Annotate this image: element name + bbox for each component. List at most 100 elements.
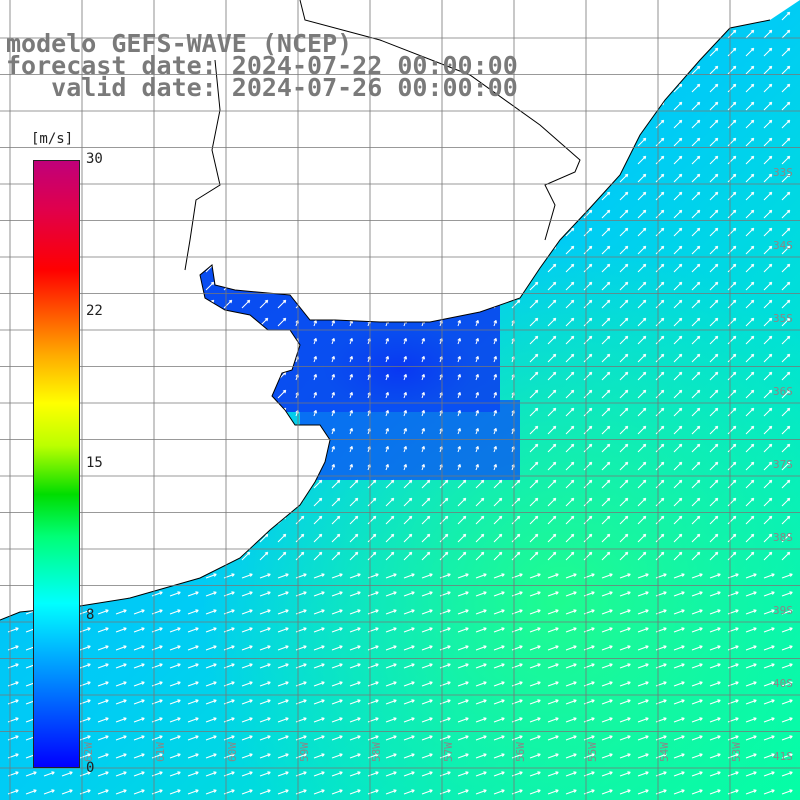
wind-arrow — [529, 353, 539, 363]
wind-arrow — [691, 645, 703, 651]
wind-arrow — [565, 137, 575, 147]
wind-arrow — [493, 11, 503, 21]
wind-arrow — [79, 479, 89, 489]
wind-arrow — [763, 497, 773, 507]
wind-arrow — [619, 209, 629, 219]
wind-arrow — [241, 11, 251, 21]
wind-arrow — [349, 699, 361, 705]
wind-arrow — [331, 645, 343, 651]
wind-arrow — [169, 699, 181, 705]
wind-arrow — [187, 173, 197, 183]
wind-arrow — [403, 573, 415, 579]
wind-arrow — [421, 515, 431, 525]
wind-arrow — [547, 335, 557, 345]
wind-arrow — [313, 11, 323, 21]
wind-arrow — [475, 29, 485, 39]
wind-arrow — [781, 281, 791, 291]
wind-arrow — [475, 373, 479, 381]
wind-arrow — [205, 11, 215, 21]
wind-arrow — [619, 533, 629, 543]
wind-arrow — [637, 645, 649, 651]
lon-label: 54W — [658, 742, 671, 762]
wind-arrow — [79, 573, 91, 579]
wind-arrow — [745, 551, 755, 561]
wind-arrow — [583, 281, 593, 291]
wind-arrow — [727, 461, 737, 471]
wind-arrow — [169, 119, 179, 129]
wind-arrow — [529, 425, 539, 435]
wind-arrow — [565, 245, 575, 255]
wind-arrow — [439, 29, 449, 39]
wind-arrow — [187, 479, 197, 489]
wind-arrow — [403, 753, 415, 759]
wind-arrow — [547, 281, 557, 291]
wind-arrow — [745, 717, 757, 723]
wind-arrow — [637, 11, 647, 21]
wind-arrow — [709, 533, 719, 543]
wind-arrow — [403, 789, 415, 795]
wind-arrow — [79, 533, 89, 543]
wind-arrow — [439, 515, 449, 525]
wind-arrow — [673, 299, 683, 309]
wind-arrow — [691, 299, 701, 309]
wind-arrow — [403, 11, 413, 21]
wind-arrow — [331, 155, 341, 165]
wind-arrow — [187, 735, 199, 741]
wind-arrow — [259, 443, 269, 453]
wind-arrow — [619, 317, 629, 327]
title-model: modelo GEFS-WAVE (NCEP) — [6, 29, 353, 58]
wind-arrow — [745, 753, 757, 759]
wind-arrow — [673, 227, 683, 237]
wind-arrow — [457, 299, 467, 309]
wind-arrow — [691, 591, 703, 597]
wind-arrow — [79, 173, 89, 183]
wind-arrow — [277, 789, 289, 795]
wind-arrow — [781, 11, 791, 21]
wind-arrow — [619, 461, 629, 471]
wind-arrow — [133, 443, 143, 453]
wind-arrow — [727, 407, 737, 417]
wind-arrow — [601, 11, 611, 21]
wind-arrow — [7, 155, 17, 165]
wind-arrow — [493, 29, 503, 39]
wind-arrow — [457, 337, 461, 345]
wind-arrow — [169, 353, 179, 363]
wind-arrow — [133, 789, 145, 795]
wind-arrow — [7, 443, 17, 453]
wind-arrow — [421, 735, 433, 741]
wind-arrow — [529, 479, 539, 489]
wind-arrow — [421, 681, 433, 687]
wind-arrow — [637, 515, 647, 525]
wind-arrow — [511, 173, 521, 183]
wind-arrow — [457, 155, 467, 165]
wind-arrow — [79, 515, 89, 525]
wind-arrow — [79, 101, 89, 111]
wind-arrow — [709, 443, 719, 453]
wind-arrow — [97, 573, 109, 579]
wind-arrow — [637, 479, 647, 489]
wind-arrow — [259, 263, 269, 273]
wind-arrow — [583, 29, 593, 39]
wind-arrow — [547, 753, 559, 759]
wind-arrow — [169, 591, 181, 597]
wind-arrow — [475, 699, 487, 705]
wind-arrow — [259, 627, 271, 633]
colorbar-tick-15: 15 — [86, 455, 103, 471]
wind-arrow — [547, 317, 557, 327]
wind-arrow — [385, 609, 397, 615]
wind-arrow — [529, 245, 539, 255]
wind-arrow — [565, 497, 575, 507]
wind-arrow — [439, 227, 449, 237]
wind-arrow — [115, 245, 125, 255]
wind-arrow — [349, 263, 359, 273]
wind-arrow — [691, 735, 703, 741]
wind-arrow — [169, 681, 181, 687]
wind-arrow — [601, 209, 611, 219]
wind-arrow — [151, 353, 161, 363]
wind-arrow — [565, 515, 575, 525]
wind-arrow — [475, 263, 485, 273]
wind-arrow — [763, 209, 773, 219]
wind-arrow — [259, 663, 271, 669]
wind-arrow — [709, 551, 719, 561]
wind-arrow — [403, 735, 415, 741]
